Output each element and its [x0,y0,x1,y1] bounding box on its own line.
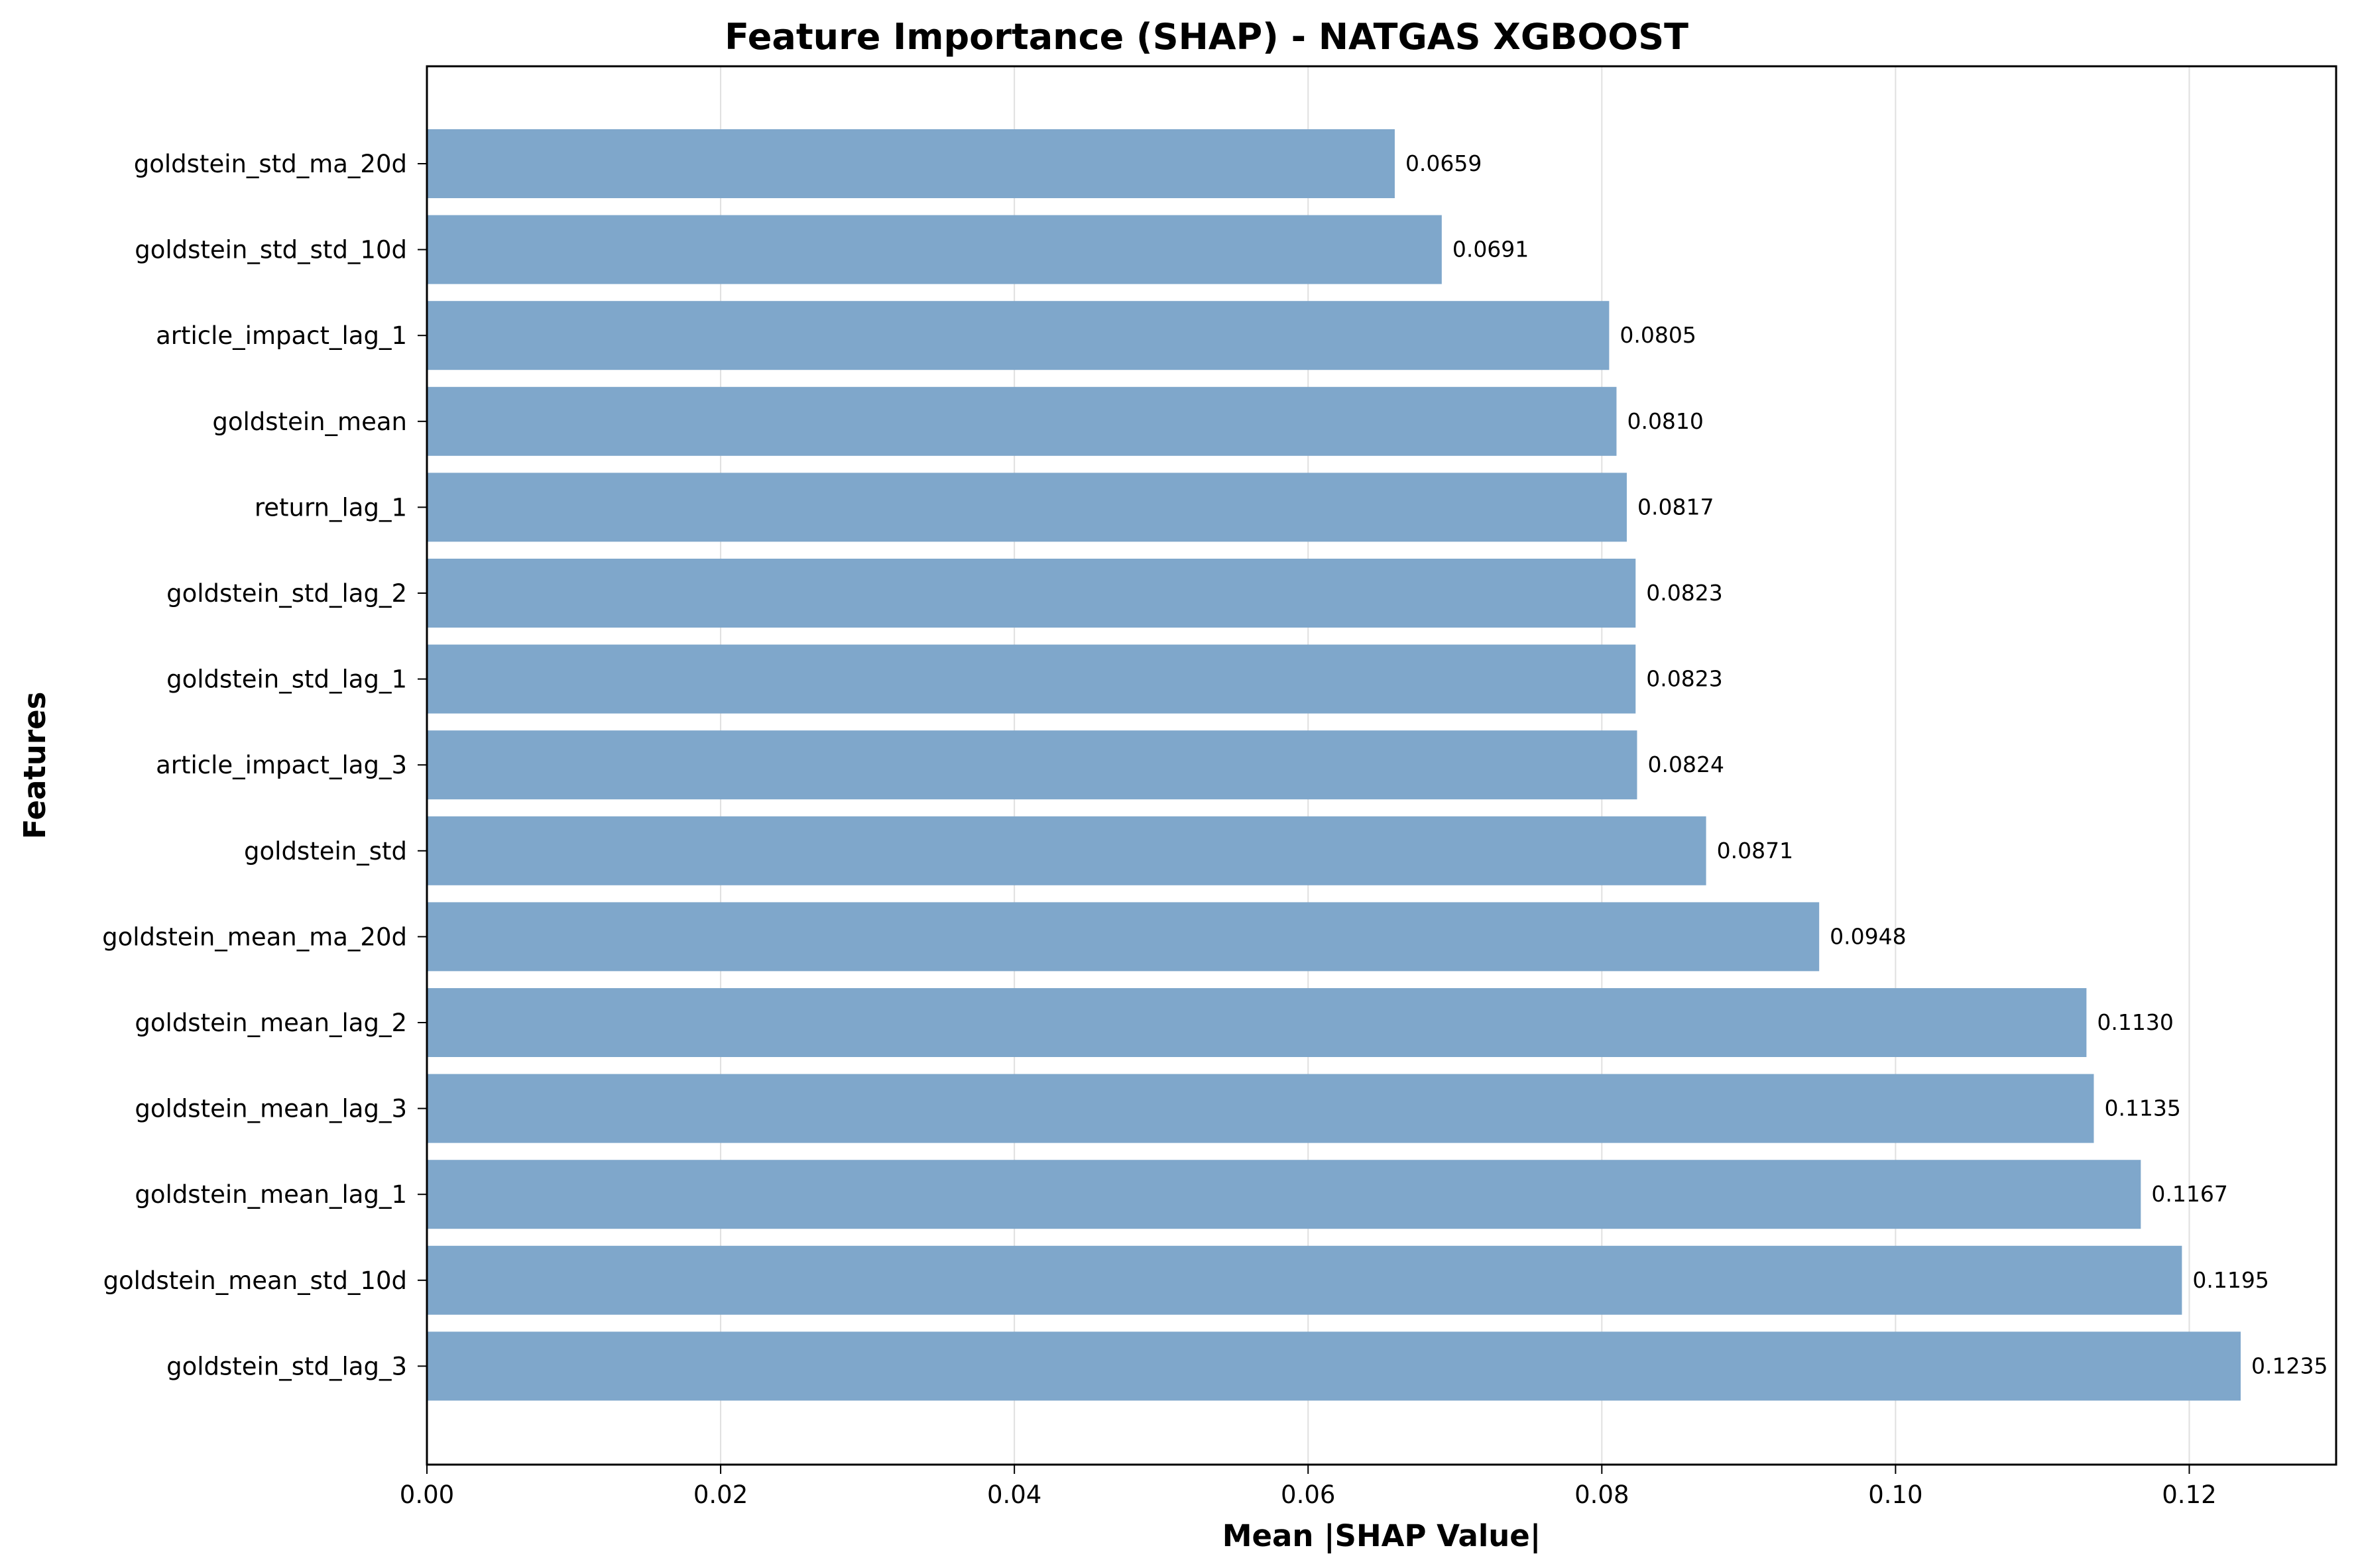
x-tick-label: 0.10 [1868,1481,1922,1509]
bar [427,730,1637,800]
y-tick-label: article_impact_lag_1 [156,321,407,350]
bar-value-label: 0.0810 [1627,408,1703,434]
bar [427,386,1617,456]
y-tick-label: goldstein_std_lag_3 [166,1352,407,1380]
bar [427,644,1636,714]
bar-value-label: 0.1195 [2192,1267,2269,1293]
x-axis: 0.00 0.02 0.04 0.06 0.08 0.10 0.12 [400,1465,2217,1509]
bar [427,988,2087,1057]
y-tick-label: goldstein_std_ma_20d [134,150,407,178]
bar-value-label: 0.0691 [1452,237,1529,262]
x-tick-label: 0.06 [1281,1481,1335,1509]
bar-value-label: 0.0805 [1620,322,1696,348]
x-tick-label: 0.08 [1574,1481,1629,1509]
y-tick-label: goldstein_mean_lag_1 [135,1180,407,1209]
bar-value-label: 0.0948 [1830,923,1906,949]
bar [427,1074,2094,1143]
y-tick-label: goldstein_mean_std_10d [103,1266,407,1295]
bar-value-label: 0.1235 [2251,1353,2328,1378]
plot-frame [426,65,2337,1466]
bar-value-label: 0.0871 [1717,838,1793,864]
bar [427,902,1820,972]
x-tick-label: 0.12 [2162,1481,2216,1509]
x-tick-label: 0.00 [400,1481,454,1509]
x-tick-label: 0.02 [693,1481,748,1509]
bar [427,559,1636,628]
bar-value-label: 0.0659 [1405,150,1482,176]
y-tick-label: return_lag_1 [255,493,407,522]
y-tick-label: goldstein_std_lag_2 [166,579,407,608]
y-tick-label: goldstein_std_lag_1 [166,665,407,694]
bar [427,215,1442,284]
bar [427,301,1610,370]
bars [427,129,2241,1401]
y-tick-label: goldstein_std_std_10d [135,236,407,264]
bar-value-label: 0.1130 [2097,1009,2173,1035]
bar [427,816,1706,885]
y-tick-label: goldstein_mean [212,408,407,436]
bar-value-label: 0.0824 [1647,752,1724,777]
bar-value-label: 0.0823 [1646,666,1722,692]
y-axis-label: Features [17,692,52,840]
bar-value-label: 0.0817 [1637,494,1714,520]
bar [427,129,1395,198]
x-tick-label: 0.04 [987,1481,1041,1509]
bar-value-label: 0.0823 [1646,580,1722,606]
y-tick-label: goldstein_std [244,837,407,866]
y-tick-label: goldstein_mean_lag_2 [135,1009,407,1037]
bar-value-label: 0.1167 [2151,1181,2227,1207]
y-tick-label: goldstein_mean_ma_20d [102,923,407,951]
bar [427,1160,2141,1229]
bar [427,1331,2241,1401]
chart-title: Feature Importance (SHAP) - NATGAS XGBOO… [725,16,1688,58]
y-tick-label: article_impact_lag_3 [156,751,407,779]
x-axis-label: Mean |SHAP Value| [1222,1518,1541,1553]
bar [427,473,1627,542]
y-axis: goldstein_std_ma_20d goldstein_std_std_10… [102,150,427,1380]
data-labels: 0.0659 0.0691 0.0805 0.0810 0.0817 0.0823 0.08… [1405,150,2328,1378]
bar [427,1245,2182,1315]
bar-value-label: 0.1135 [2104,1095,2180,1121]
y-tick-label: goldstein_mean_lag_3 [135,1095,407,1123]
